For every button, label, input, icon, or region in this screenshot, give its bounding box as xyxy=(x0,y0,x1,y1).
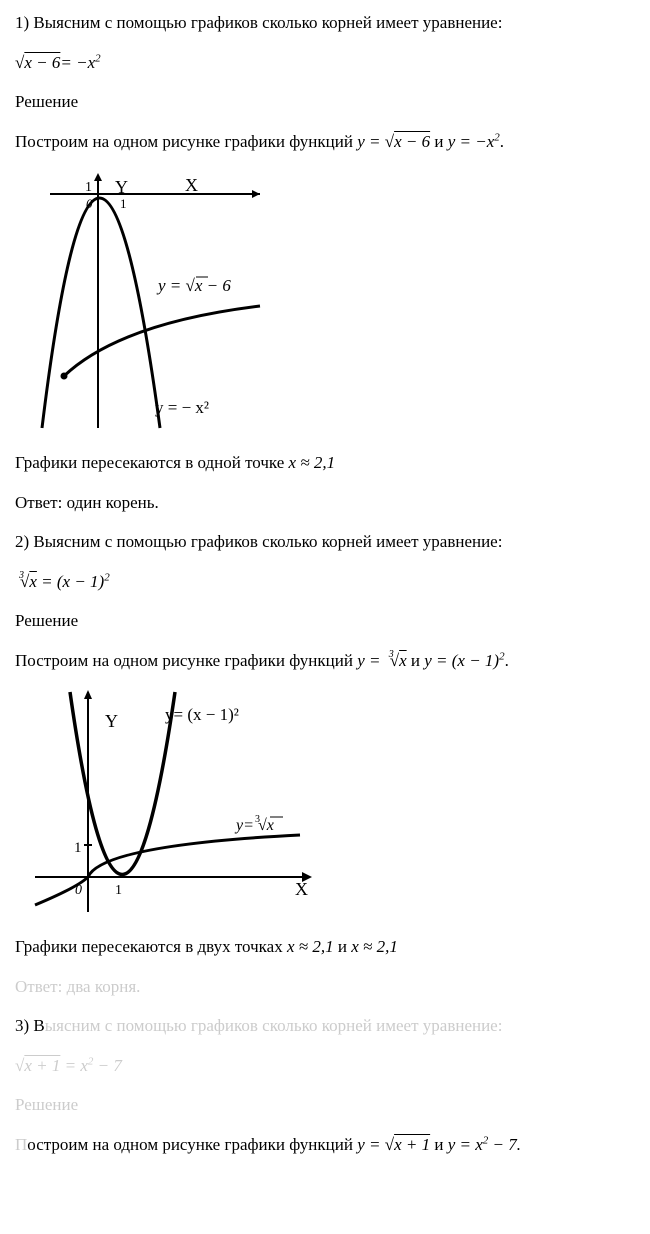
g2-1y: 1 xyxy=(74,840,82,856)
problem1-graph: Y X 1 0 1 y = √x − 6 y = − x² xyxy=(30,168,635,438)
p3-eq-lhs: x + 1 xyxy=(24,1056,60,1075)
problem3-solution-label: Решение xyxy=(15,1092,635,1118)
g1-sqrt-curve xyxy=(64,306,260,376)
p2-intersect-text: Графики пересекаются в двух точках xyxy=(15,937,287,956)
problem2-equation: 3√x = (x − 1)2 xyxy=(15,569,635,595)
p2-fn1-cbrt: x xyxy=(399,651,407,670)
p3-intro-part1: 3) В xyxy=(15,1016,45,1035)
p3-c-faded1: П xyxy=(15,1135,27,1154)
g2-eq1: y= (x − 1)² xyxy=(165,705,239,724)
g1-1y: 1 xyxy=(85,180,92,195)
p1-and: и xyxy=(430,132,448,151)
problem2-intersect: Графики пересекаются в двух точках x ≈ 2… xyxy=(15,934,635,960)
p1-intersect-val: x ≈ 2,1 xyxy=(289,453,336,472)
problem1-intro: 1) Выясним с помощью графиков сколько ко… xyxy=(15,10,635,36)
p1-eq-lhs: x − 6 xyxy=(24,53,60,72)
p2-iand: и xyxy=(334,937,352,956)
p2-construct-text: Построим на одном рисунке графики функци… xyxy=(15,651,357,670)
g1-sqrt-start xyxy=(61,373,68,380)
g2-eq2-sqrt: √x xyxy=(258,817,274,834)
p3-fn2: y = x xyxy=(448,1135,483,1154)
p2-iv1: x ≈ 2,1 xyxy=(287,937,334,956)
p1-fn2-end: . xyxy=(500,132,504,151)
g2-yaxis-arrow xyxy=(84,690,92,699)
g1-eq1: y = √x − 6 xyxy=(156,276,231,295)
p1-eq-rhs: = −x xyxy=(60,53,95,72)
p3-and: и xyxy=(430,1135,448,1154)
g1-xaxis-arrow xyxy=(252,190,260,198)
p1-intersect-text: Графики пересекаются в одной точке xyxy=(15,453,289,472)
g2-Y: Y xyxy=(105,711,118,731)
p3-fn1-sqrt: x + 1 xyxy=(394,1135,430,1154)
graph2-svg: Y X 1 0 1 y= (x − 1)² y= 3 √x xyxy=(30,687,320,922)
problem2-graph: Y X 1 0 1 y= (x − 1)² y= 3 √x xyxy=(30,687,635,922)
p1-fn2: y = −x xyxy=(448,132,495,151)
p2-eq-cbrt: x xyxy=(29,572,37,591)
g1-1x: 1 xyxy=(120,196,127,211)
g1-X-label: X xyxy=(185,175,198,195)
g1-eq2: y = − x² xyxy=(155,398,209,417)
g1-parabola xyxy=(42,198,160,428)
g2-X: X xyxy=(295,879,308,899)
p3-eq-mid: = x xyxy=(60,1056,88,1075)
p2-fn2-end: . xyxy=(505,651,509,670)
g2-eq2-pre: y= xyxy=(234,817,254,834)
p3-fn2-end: − 7. xyxy=(488,1135,521,1154)
p3-fn1-lhs: y = xyxy=(357,1135,385,1154)
p2-eq-rhs: = (x − 1) xyxy=(37,572,104,591)
graph1-svg: Y X 1 0 1 y = √x − 6 y = − x² xyxy=(30,168,280,438)
p2-iv2: x ≈ 2,1 xyxy=(351,937,398,956)
p3-intro-faded: ыясним с помощью графиков сколько корней… xyxy=(45,1016,503,1035)
p3-eq-end: − 7 xyxy=(93,1056,121,1075)
g1-yaxis-arrow xyxy=(94,173,102,181)
p3-c-rest: остроим на одном рисунке графики функций xyxy=(27,1135,357,1154)
g1-Y-label: Y xyxy=(115,177,128,197)
problem1-solution-label: Решение xyxy=(15,89,635,115)
p1-eq-sup: 2 xyxy=(95,52,101,64)
p1-fn1-lhs: y = xyxy=(357,132,385,151)
g2-1x: 1 xyxy=(115,883,122,898)
problem2-construct: Построим на одном рисунке графики функци… xyxy=(15,648,635,674)
problem2-intro: 2) Выясним с помощью графиков сколько ко… xyxy=(15,529,635,555)
p2-and: и xyxy=(407,651,425,670)
problem3-construct: ППостроим на одном рисунке графики функц… xyxy=(15,1132,635,1158)
p1-fn1-sqrt: x − 6 xyxy=(394,132,430,151)
problem1-answer: Ответ: один корень. xyxy=(15,490,635,516)
problem3-equation: √x + 1 = x2 − 7 xyxy=(15,1053,635,1079)
problem1-intersect: Графики пересекаются в одной точке x ≈ 2… xyxy=(15,450,635,476)
p1-construct-text: Построим на одном рисунке графики функци… xyxy=(15,132,357,151)
problem2-answer: Ответ: два корня. xyxy=(15,974,635,1000)
p2-fn1-lhs: y = xyxy=(357,651,385,670)
problem1-equation: √x − 6= −x2 xyxy=(15,50,635,76)
p2-fn2: y = (x − 1) xyxy=(424,651,499,670)
p2-eq-sup: 2 xyxy=(104,571,110,583)
problem3-intro: 3) Выясним с помощью графиков сколько ко… xyxy=(15,1013,635,1039)
problem1-construct: Построим на одном рисунке графики функци… xyxy=(15,129,635,155)
problem2-solution-label: Решение xyxy=(15,608,635,634)
